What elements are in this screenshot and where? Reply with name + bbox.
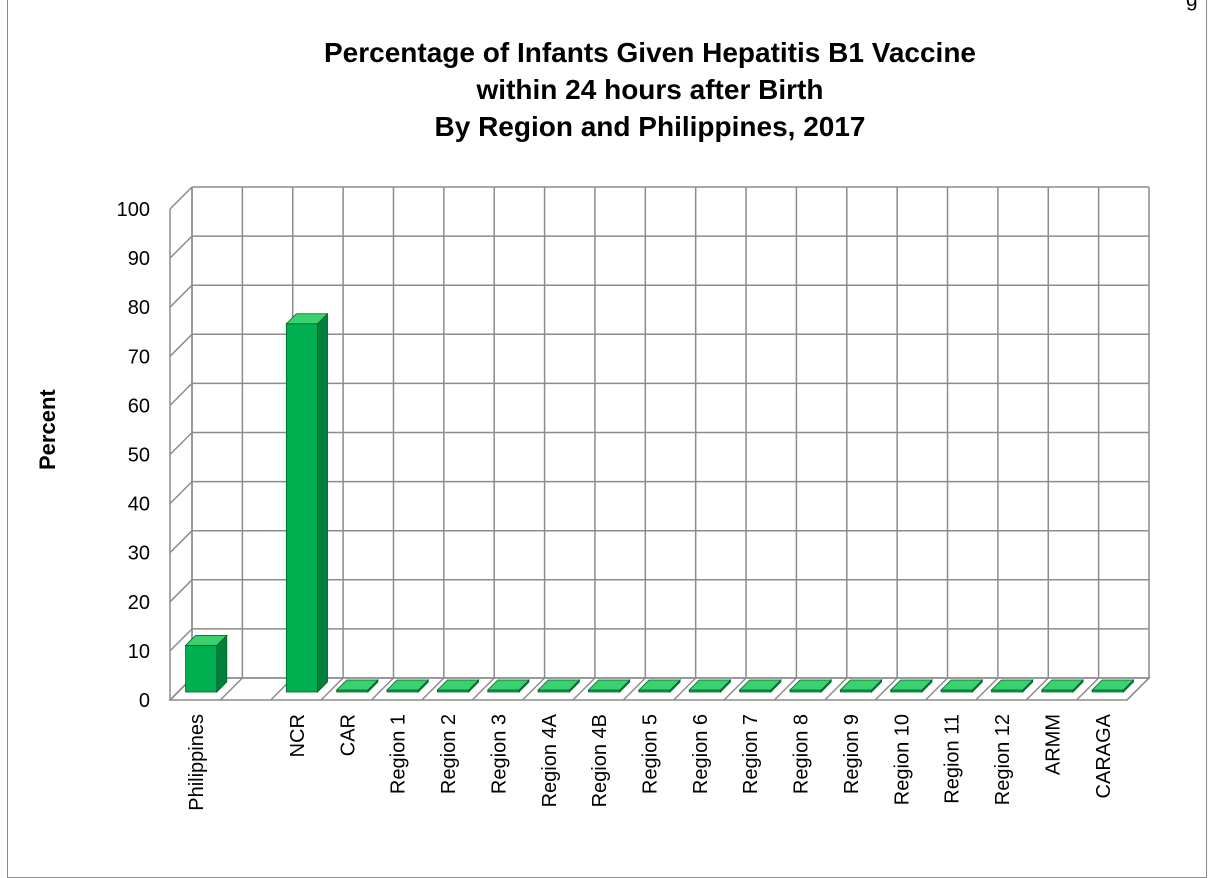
x-tick-label: Region 4B (589, 714, 611, 807)
bar-top (789, 679, 833, 691)
bar-top (940, 679, 984, 691)
x-tick-label: Region 8 (791, 714, 813, 794)
floor-division (421, 677, 445, 701)
x-tick-label: NCR (287, 714, 309, 757)
y-tick-label: 50 (128, 445, 150, 467)
bar-front (185, 644, 218, 693)
y-tick-label: 90 (128, 248, 150, 270)
x-tick-label: Region 5 (640, 714, 662, 794)
floor-division (320, 677, 344, 701)
x-tick-label: Region 6 (690, 714, 712, 794)
x-tick-label: CAR (337, 714, 359, 756)
gridline-side (169, 431, 193, 456)
y-tick-label: 60 (128, 395, 150, 417)
floor-division (622, 677, 646, 701)
bar-top (688, 679, 732, 691)
y-tick-label: 30 (128, 543, 150, 565)
chart-frame (7, 0, 1207, 878)
gridline-side (169, 235, 193, 259)
chart-title: Percentage of Infants Given Hepatitis B1… (150, 34, 1150, 145)
y-tick-label: 0 (139, 690, 150, 712)
bar-top (1091, 679, 1135, 691)
floor-division (773, 677, 797, 701)
cropped-header-text: g (1186, 0, 1198, 12)
y-tick-label: 70 (128, 346, 150, 368)
gridline-side (169, 382, 193, 406)
floor-division (471, 677, 495, 701)
gridline-side (169, 333, 193, 357)
y-tick-label: 100 (117, 199, 150, 221)
y-tick-label: 80 (128, 297, 150, 319)
x-tick-label: ARMM (1042, 714, 1064, 775)
x-tick-label: Region 9 (841, 714, 863, 794)
bar-front (285, 323, 318, 693)
floor-division (1025, 677, 1049, 701)
x-tick-label: Region 11 (942, 714, 964, 804)
x-tick-label: Region 12 (992, 714, 1014, 805)
floor-division (723, 677, 747, 701)
y-tick-label: 20 (128, 592, 150, 614)
x-tick-label: CARAGA (1093, 713, 1115, 798)
bar-top (184, 634, 228, 646)
bar-side (317, 312, 328, 693)
gridline-side (169, 530, 193, 554)
gridline-side (169, 628, 193, 652)
x-tick-label: Region 2 (438, 714, 460, 794)
floor-division (673, 677, 697, 701)
floor-division (572, 677, 596, 701)
chart-title-line-1: Percentage of Infants Given Hepatitis B1… (324, 37, 976, 68)
bar-top (637, 679, 682, 691)
floor-division (1076, 677, 1100, 701)
floor-division (975, 677, 999, 701)
bar-top (738, 679, 782, 691)
x-tick-label: Region 3 (488, 714, 510, 794)
gridline-side (169, 186, 193, 210)
bar-top (990, 679, 1034, 691)
gridline-side (169, 579, 193, 603)
bar-top (386, 679, 430, 691)
gridline-side (169, 284, 193, 308)
floor-division (370, 677, 395, 701)
x-tick-label: Region 7 (740, 714, 762, 794)
x-tick-label: Region 4A (539, 713, 561, 807)
floor-division (219, 677, 243, 701)
bar-top (587, 679, 631, 691)
bar-top (436, 679, 480, 691)
x-tick-label: Region 10 (891, 714, 913, 805)
bar-top (889, 679, 933, 691)
bar-top (486, 679, 530, 691)
gridline-side (169, 481, 193, 505)
floor-division (1126, 677, 1150, 701)
bar-top (335, 679, 379, 691)
x-tick-label: Philippines (186, 714, 208, 811)
bar-top (1040, 679, 1085, 691)
floor-division (824, 677, 848, 701)
bar-top (285, 313, 329, 325)
x-tick-label: Region 1 (388, 714, 410, 794)
chart-title-line-3: By Region and Philippines, 2017 (434, 111, 866, 142)
bar-top (537, 679, 581, 691)
floor-division (924, 677, 949, 701)
y-tick-label: 10 (128, 641, 150, 663)
floor-division (522, 677, 546, 701)
y-tick-label: 40 (128, 494, 150, 516)
floor-division (874, 677, 898, 701)
chart-title-line-2: within 24 hours after Birth (476, 74, 824, 105)
bar-top (839, 679, 883, 691)
